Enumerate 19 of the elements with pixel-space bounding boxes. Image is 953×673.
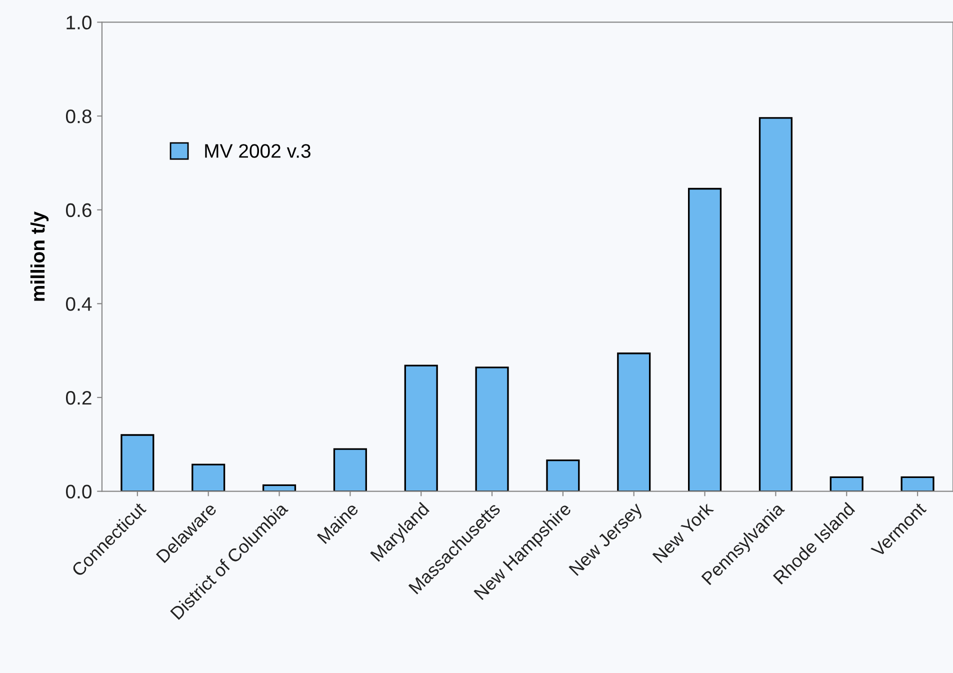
bar xyxy=(120,434,154,492)
y-tick-label: 0.4 xyxy=(66,297,92,311)
bar xyxy=(192,464,226,492)
bar xyxy=(617,352,651,492)
y-axis-title: million t/y xyxy=(30,211,49,301)
bar xyxy=(333,448,367,492)
legend-label: MV 2002 v.3 xyxy=(205,144,310,158)
y-tick-label: 0.8 xyxy=(66,109,92,124)
y-tick-label: 0.6 xyxy=(66,203,92,218)
bar xyxy=(404,364,438,492)
bar xyxy=(758,117,792,492)
bar xyxy=(546,459,580,492)
y-tick-label: 0.2 xyxy=(66,390,92,405)
bar xyxy=(900,476,934,492)
bar xyxy=(830,476,864,492)
y-tick-label: 1.0 xyxy=(66,16,92,30)
bar xyxy=(688,188,722,492)
y-tick-label: 0.0 xyxy=(66,484,92,499)
bar xyxy=(475,366,509,492)
